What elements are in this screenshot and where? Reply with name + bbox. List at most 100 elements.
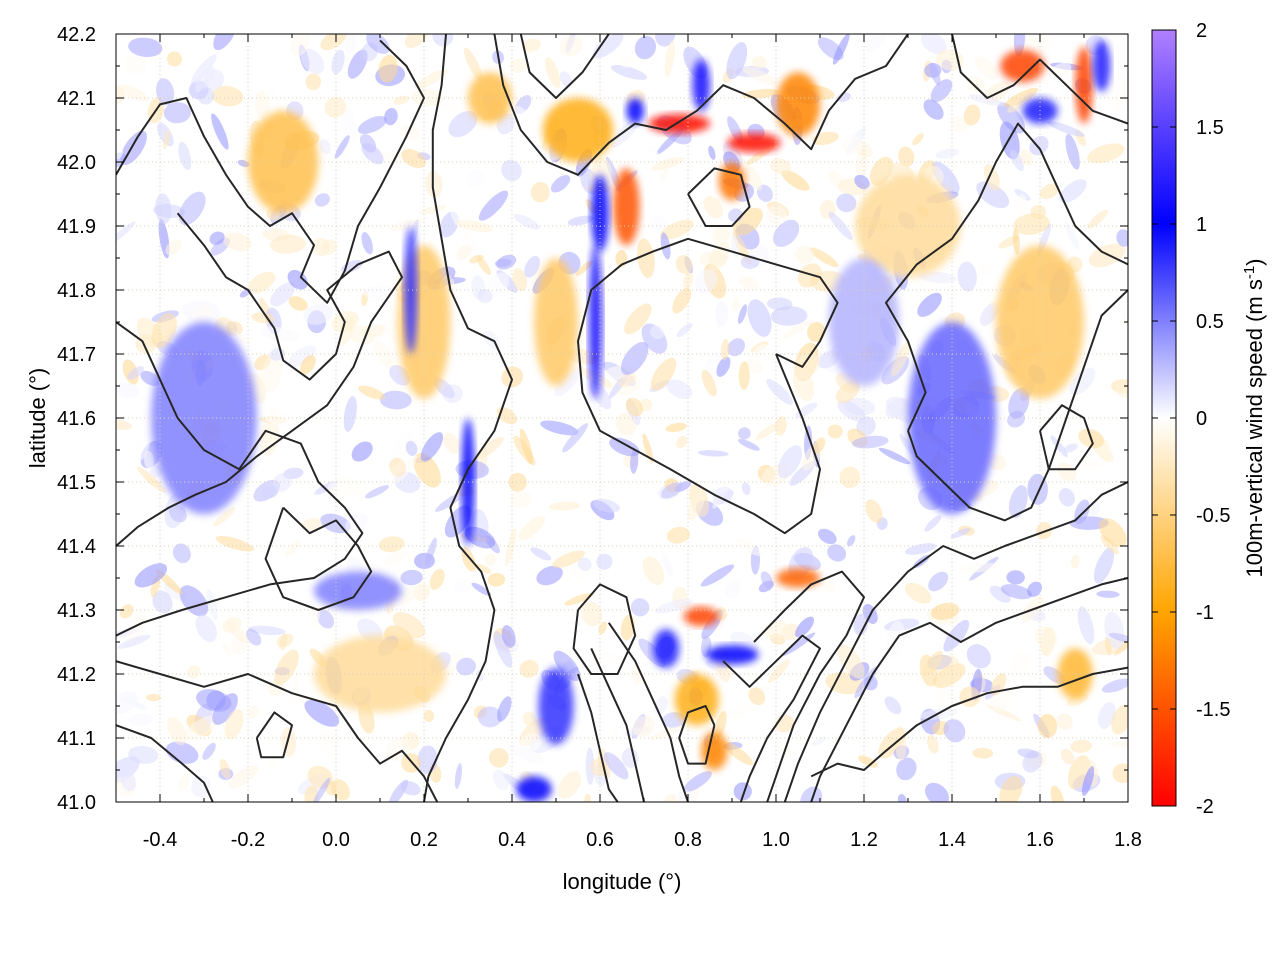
field-cell (988, 454, 1007, 471)
field-cell (712, 486, 734, 504)
field-cell (1059, 179, 1087, 203)
field-cell (550, 175, 571, 193)
field-cell (177, 774, 190, 792)
field-cell (314, 193, 330, 207)
field-cell (1106, 76, 1126, 112)
field-cell (1012, 228, 1020, 255)
field-cell (619, 56, 631, 68)
field-cell (564, 592, 594, 606)
field-cell (930, 79, 953, 103)
field-cell (260, 326, 300, 342)
terrain-contour (264, 506, 373, 611)
field-cell (1070, 739, 1093, 753)
field-cell (309, 390, 318, 415)
terrain-contour (577, 237, 839, 535)
field-cell (917, 292, 942, 317)
field-cell (144, 450, 154, 470)
terrain-contour (810, 577, 1128, 802)
wind-hotspot (648, 114, 710, 134)
field-cell (383, 550, 409, 567)
field-cell (963, 104, 981, 126)
field-cell (974, 56, 999, 80)
field-cell (274, 649, 299, 686)
field-cell (453, 579, 473, 593)
wind-hotspot (727, 133, 781, 153)
field-cell (1050, 62, 1072, 77)
field-cell (291, 670, 300, 706)
field-cell (969, 94, 1006, 107)
field-cell (609, 728, 618, 745)
field-cell (334, 135, 350, 159)
field-cell (392, 612, 426, 638)
terrain-contour (493, 34, 909, 176)
field-cell (494, 258, 512, 267)
field-cell (419, 205, 446, 215)
field-cell (548, 501, 581, 511)
field-cell (521, 38, 541, 53)
field-cell (807, 321, 826, 343)
field-cell (727, 701, 759, 718)
field-cell (151, 313, 177, 348)
field-cell (928, 571, 949, 592)
wind-hotspot (404, 226, 418, 354)
field-cell (162, 129, 171, 150)
field-cell (420, 432, 444, 462)
field-cell (321, 239, 338, 256)
field-cell (167, 716, 187, 746)
field-cell (957, 261, 977, 292)
field-cell (300, 518, 322, 531)
field-cell (567, 215, 594, 226)
field-cell (393, 95, 410, 105)
field-cell (414, 69, 448, 89)
field-cell (966, 644, 991, 669)
field-cell (943, 719, 966, 743)
tick-layer (115, 33, 1129, 803)
field-cell (665, 422, 687, 433)
x-tick-label: 0.2 (410, 829, 438, 851)
field-cell (487, 572, 506, 587)
field-cell (666, 379, 693, 399)
field-cell (463, 47, 483, 82)
field-cell (361, 231, 373, 255)
field-cell (1099, 518, 1127, 548)
field-cell (752, 343, 769, 363)
field-cell (1050, 435, 1068, 458)
field-cell (128, 745, 159, 764)
field-cell (247, 705, 259, 719)
field-cell (741, 482, 751, 495)
y-axis-label: latitude (°) (25, 368, 50, 469)
x-tick-labels: -0.4 -0.2 0.0 0.2 0.4 0.6 0.8 1.0 1.2 1.4 1.6 1.8 (143, 829, 1142, 851)
field-cell (384, 108, 398, 126)
field-cell (738, 427, 751, 440)
field-cell (1077, 606, 1095, 645)
field-cell (454, 763, 462, 789)
terrain-contour (722, 634, 821, 802)
field-cell (260, 354, 283, 393)
field-cell (950, 528, 971, 539)
grid-layer (116, 34, 1128, 802)
field-cell (1094, 547, 1115, 584)
field-cell (770, 306, 808, 326)
field-cell (1087, 209, 1109, 229)
field-cell (742, 66, 777, 85)
field-cell (978, 263, 993, 276)
field-cell (1081, 766, 1095, 797)
y-tick-label: 41.4 (57, 536, 96, 558)
field-cell (219, 758, 231, 779)
colorbar-ticks: 2 1.5 1 0.5 0 -0.5 -1 -1.5 -2 (1152, 20, 1230, 818)
wind-hotspot (468, 72, 512, 124)
field-cell (1087, 143, 1125, 164)
field-cell (615, 412, 637, 436)
field-cell (714, 710, 727, 740)
field-cell (246, 628, 262, 646)
field-cell (701, 369, 717, 397)
field-cell (272, 472, 292, 492)
field-cell (659, 500, 675, 509)
field-cell (1017, 193, 1028, 217)
field-cell (413, 453, 441, 488)
field-cell (766, 205, 788, 225)
field-cell (664, 40, 676, 77)
field-cell (145, 475, 159, 487)
colorbar-tick-label: 0.5 (1196, 311, 1224, 333)
terrain-contour (255, 711, 293, 759)
